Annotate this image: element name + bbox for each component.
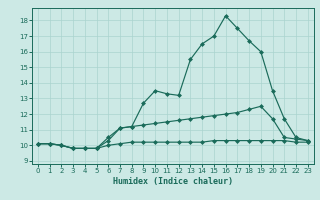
X-axis label: Humidex (Indice chaleur): Humidex (Indice chaleur) (113, 177, 233, 186)
